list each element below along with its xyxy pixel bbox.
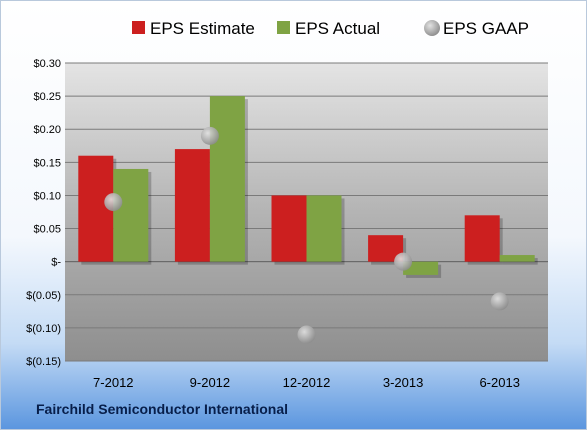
- y-tick-label: $-: [51, 257, 61, 269]
- bars: [78, 96, 538, 278]
- dot-eps-gaap: [297, 325, 316, 344]
- legend-swatch: [277, 21, 290, 34]
- bar-eps-estimate: [464, 215, 500, 262]
- x-axis-categories: 7-2012 9-2012 12-2012 3-2013 6-2013: [93, 375, 520, 390]
- legend-label: EPS Estimate: [150, 19, 255, 38]
- x-category-label: 7-2012: [93, 375, 133, 390]
- bar-eps-actual: [113, 168, 149, 262]
- bar-eps-actual: [209, 96, 245, 262]
- y-tick-label: $0.10: [33, 190, 61, 202]
- y-tick-label: $0.20: [33, 124, 61, 136]
- y-tick-label: $0.15: [33, 157, 61, 169]
- x-category-label: 3-2013: [383, 375, 423, 390]
- dot-eps-gaap: [394, 252, 413, 271]
- legend-swatch: [424, 20, 440, 36]
- bar-eps-estimate: [271, 195, 307, 262]
- gaap-dots: [104, 126, 509, 344]
- legend-label: EPS GAAP: [443, 19, 529, 38]
- company-name: Fairchild Semiconductor International: [36, 401, 289, 417]
- bar-eps-actual: [403, 261, 439, 275]
- legend: EPS Estimate EPS Actual EPS GAAP: [132, 19, 529, 38]
- y-tick-label: $0.05: [33, 224, 61, 236]
- y-tick-label: $(0.05): [26, 290, 61, 302]
- y-tick-label: $0.30: [33, 58, 61, 70]
- y-tick-label: $(0.10): [26, 323, 61, 335]
- legend-swatch: [132, 21, 145, 34]
- y-tick-label: $(0.15): [26, 356, 61, 368]
- dot-eps-gaap: [490, 292, 509, 311]
- bar-eps-actual: [499, 255, 535, 262]
- x-category-label: 6-2013: [479, 375, 519, 390]
- dot-eps-gaap: [200, 126, 219, 145]
- legend-label: EPS Actual: [295, 19, 380, 38]
- dot-eps-gaap: [104, 193, 123, 212]
- y-axis-ticks: $0.30 $0.25 $0.20 $0.15 $0.10 $0.05 $- $(0.05) $…: [26, 58, 61, 368]
- bar-eps-actual: [306, 195, 342, 262]
- bar-eps-estimate: [174, 149, 210, 262]
- x-category-label: 12-2012: [283, 375, 331, 390]
- x-category-label: 9-2012: [190, 375, 230, 390]
- y-tick-label: $0.25: [33, 91, 61, 103]
